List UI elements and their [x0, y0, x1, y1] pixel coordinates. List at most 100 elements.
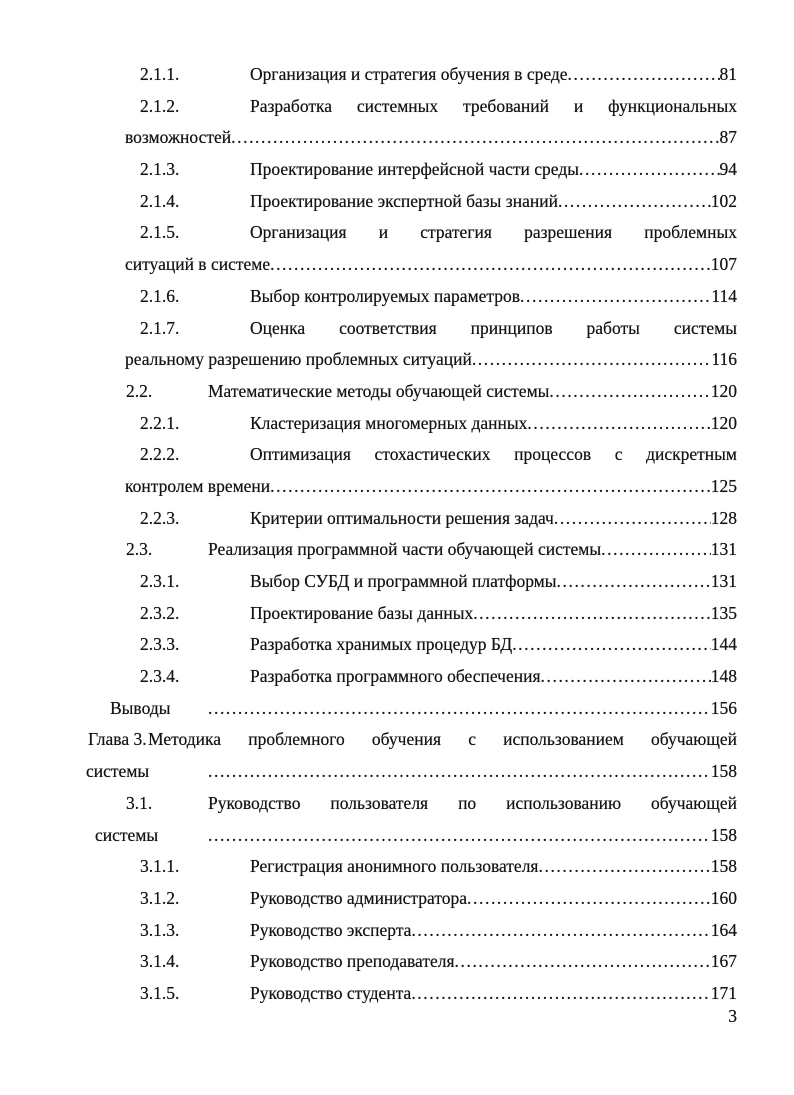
toc-entry-line: 2.3. Реализация программной части обучающ…: [0, 539, 794, 571]
toc-entry-line: 2.3.2. Проектирование базы данных........…: [0, 603, 794, 635]
toc-entry-line: 2.1.5. Организация и стратегия разрешения…: [0, 222, 794, 254]
dot-leader: ........................................…: [270, 254, 711, 275]
dot-leader: ........................................…: [208, 761, 711, 782]
toc-entry-number: 2.1.6.: [140, 285, 180, 306]
toc-entry-title: Разработка хранимых процедур БД: [250, 634, 513, 655]
toc-entry-number: 2.1.4.: [140, 190, 180, 211]
toc-entry-line: 2.3.3. Разработка хранимых процедур БД...…: [0, 634, 794, 666]
toc-entry-page-number: 156: [710, 697, 737, 718]
toc-entry-page-number: 87: [719, 127, 738, 148]
toc-entry-title: Реализация программной части обучающей с…: [208, 539, 602, 560]
dot-leader: ........................................…: [231, 127, 720, 148]
dot-leader: ........................................…: [527, 412, 710, 433]
toc-entry-line: 3.1. Руководство пользователя по использо…: [0, 793, 794, 825]
dot-leader: ........................................…: [471, 349, 712, 370]
toc-entry-line: 3.1.3. Руководство эксперта..............…: [0, 920, 794, 952]
toc-entry-line: 2.2.2. Оптимизация стохастических процесс…: [0, 444, 794, 476]
toc-entry-page-number: 160: [710, 887, 737, 908]
toc-entry-title: Оптимизация стохастических процессов с д…: [250, 444, 737, 465]
toc-entry-number: Выводы: [110, 697, 171, 718]
toc-entry-title: Математические методы обучающей системы: [208, 380, 550, 401]
toc-entry-page-number: 158: [710, 761, 737, 782]
toc-entry-page-number: 164: [710, 919, 737, 940]
toc-entry-number: 3.1.1.: [140, 856, 180, 877]
toc-entry-page-number: 102: [710, 190, 737, 211]
toc-entry-title: Организация и стратегия обучения в среде: [250, 64, 568, 84]
toc-entry-title: системы: [95, 824, 159, 845]
toc-entry-number: 3.1.5.: [140, 982, 180, 1003]
toc-entry-page-number: 131: [710, 571, 737, 591]
toc-entry-title: Руководство администратора: [250, 887, 468, 908]
toc-entry-line: возможностей............................…: [0, 127, 794, 159]
toc-entry-title: Организация и стратегия разрешения пробл…: [250, 222, 737, 243]
toc-entry-number: 2.1.1.: [140, 64, 180, 84]
toc-entry-title: Оценка соответствия принципов работы сис…: [250, 317, 737, 338]
toc-list: 2.1.1. Организация и стратегия обучения в…: [0, 64, 794, 1015]
dot-leader: ........................................…: [454, 951, 711, 972]
toc-entry-number: 2.2.1.: [140, 412, 180, 433]
dot-leader: ........................................…: [208, 697, 711, 718]
dot-leader: ........................................…: [512, 634, 711, 655]
dot-leader: ........................................…: [567, 64, 720, 84]
dot-leader: ........................................…: [270, 475, 711, 496]
dot-leader: ........................................…: [553, 507, 711, 528]
toc-entry-title: Руководство студента: [250, 982, 412, 1003]
dot-leader: ........................................…: [208, 824, 711, 845]
toc-entry-number: 2.3.: [126, 539, 153, 560]
toc-entry-title: Проектирование интерфейсной части среды: [250, 159, 580, 180]
dot-leader: ........................................…: [411, 982, 711, 1003]
dot-leader: ........................................…: [579, 159, 719, 180]
dot-leader: ........................................…: [467, 887, 711, 908]
toc-entry-page-number: 125: [710, 475, 737, 496]
toc-entry-line: Выводы..................................…: [0, 698, 794, 730]
toc-entry-number: 3.1.: [126, 792, 153, 813]
toc-entry-title: Проектирование базы данных: [250, 602, 474, 623]
dot-leader: ........................................…: [473, 602, 711, 623]
toc-entry-line: 3.1.5. Руководство студента..............…: [0, 983, 794, 1015]
toc-entry-line: 3.1.2. Руководство администратора........…: [0, 888, 794, 920]
toc-entry-line: ситуаций в системе......................…: [0, 254, 794, 286]
toc-entry-number: 2.2.3.: [140, 507, 180, 528]
dot-leader: ........................................…: [411, 919, 711, 940]
toc-entry-page-number: 158: [710, 824, 737, 845]
toc-entry-page-number: 167: [710, 951, 737, 972]
toc-entry-number: Глава 3.: [88, 729, 147, 750]
toc-entry-number: 2.3.3.: [140, 634, 180, 655]
toc-entry-number: 2.2.2.: [140, 444, 180, 465]
toc-entry-page-number: 107: [710, 254, 737, 275]
toc-entry-title: реальному разрешению проблемных ситуаций: [125, 349, 472, 370]
toc-entry-title: Регистрация анонимного пользователя: [250, 856, 539, 877]
toc-entry-line: системы.................................…: [0, 761, 794, 793]
toc-entry-number: 2.1.3.: [140, 159, 180, 180]
toc-entry-title: Разработка системных требований и функци…: [250, 95, 737, 116]
toc-entry-line: Глава 3. Методика проблемного обучения с …: [0, 729, 794, 761]
toc-entry-title: ситуаций в системе: [125, 254, 271, 275]
toc-entry-line: 2.1.3. Проектирование интерфейсной части …: [0, 159, 794, 191]
toc-entry-title: Проектирование экспертной базы знаний: [250, 190, 558, 211]
toc-entry-page-number: 120: [710, 412, 737, 433]
toc-entry-line: 2.1.6. Выбор контролируемых параметров...…: [0, 286, 794, 318]
toc-entry-page-number: 94: [719, 159, 738, 180]
toc-entry-line: реальному разрешению проблемных ситуаций…: [0, 349, 794, 381]
toc-entry-line: 2.1.4. Проектирование экспертной базы зна…: [0, 191, 794, 223]
toc-entry-page-number: 128: [710, 507, 737, 528]
dot-leader: ........................................…: [549, 380, 711, 401]
toc-entry-line: 2.1.7. Оценка соответствия принципов рабо…: [0, 318, 794, 350]
toc-entry-line: 3.1.1. Регистрация анонимного пользовател…: [0, 856, 794, 888]
toc-entry-line: 2.3.1. Выбор СУБД и программной платформы…: [0, 571, 794, 603]
toc-entry-title: Разработка программного обеспечения: [250, 666, 541, 687]
dot-leader: ........................................…: [557, 190, 711, 211]
toc-entry-page-number: 116: [711, 349, 737, 370]
toc-entry-page-number: 144: [710, 634, 737, 655]
toc-entry-title: возможностей: [125, 127, 232, 148]
toc-entry-title: Критерии оптимальности решения задач: [250, 507, 554, 528]
toc-entry-title: Методика проблемного обучения с использо…: [148, 729, 737, 750]
toc-entry-number: 2.3.1.: [140, 571, 180, 591]
toc-entry-number: 3.1.2.: [140, 887, 180, 908]
toc-entry-title: Руководство преподавателя: [250, 951, 455, 972]
toc-entry-title: Руководство пользователя по использовани…: [208, 792, 737, 813]
toc-entry-page-number: 131: [710, 539, 737, 560]
toc-entry-number: 3.1.4.: [140, 951, 180, 972]
toc-entry-line: 3.1.4. Руководство преподавателя.........…: [0, 951, 794, 983]
